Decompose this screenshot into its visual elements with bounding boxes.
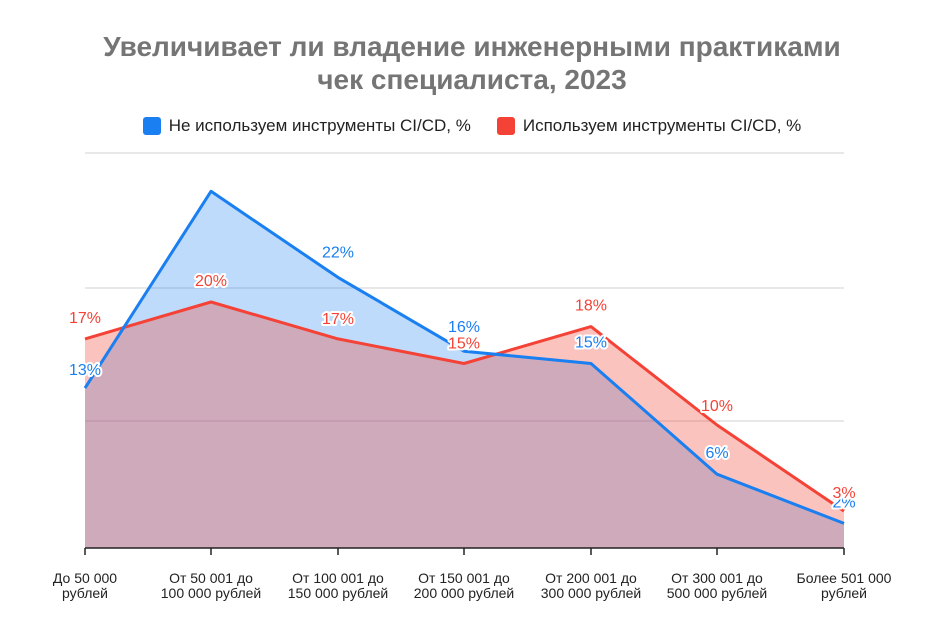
legend-label-no-cicd: Не используем инструменты CI/CD, %	[168, 116, 471, 135]
legend-label-cicd: Используем инструменты CI/CD, %	[522, 116, 802, 135]
x-tick-label-4-1: 300 000 рублей	[541, 585, 641, 601]
line-series-1	[84, 300, 845, 513]
area-series-0	[85, 191, 844, 549]
x-tick-label-4-0: От 200 001 до	[545, 570, 637, 586]
x-tick-label-6-1: рублей	[821, 585, 867, 601]
legend-swatch-cicd	[496, 117, 515, 135]
data-label-series-0-6: 2%	[832, 494, 855, 511]
x-tick-label-0-0: До 50 000	[53, 570, 117, 586]
legend-swatch-no-cicd	[142, 117, 161, 135]
data-label-series-0-5: 6%	[705, 445, 728, 462]
data-label-series-1-1: 20%	[195, 273, 227, 290]
x-tick-label-6-0: Более 501 000	[797, 570, 892, 586]
x-tick-label-3-1: 200 000 рублей	[414, 585, 514, 601]
legend-item-cicd: Используем инструменты CI/CD, %	[496, 116, 802, 136]
x-tick-label-1-1: 100 000 рублей	[161, 585, 261, 601]
x-tick-label-5-1: 500 000 рублей	[667, 585, 767, 601]
area-series-1	[85, 302, 844, 548]
data-label-series-0-0: 13%	[69, 362, 101, 379]
x-tick-label-0-1: рублей	[62, 585, 108, 601]
data-label-series-1-5: 10%	[701, 398, 733, 415]
data-label-series-1-4: 18%	[575, 298, 607, 315]
data-label-series-1-3: 15%	[448, 336, 480, 353]
legend: Не используем инструменты CI/CD, % Испол…	[0, 116, 944, 136]
data-label-series-0-4: 15%	[575, 335, 607, 352]
line-series-0	[83, 189, 845, 525]
data-label-series-1-2: 17%	[322, 311, 354, 328]
x-tick-label-2-1: 150 000 рублей	[288, 585, 388, 601]
chart-title-line1: Увеличивает ли владение инженерными прак…	[103, 31, 841, 62]
x-tick-label-3-0: От 150 001 до	[418, 570, 510, 586]
legend-item-no-cicd: Не используем инструменты CI/CD, %	[142, 116, 471, 136]
data-label-series-1-0: 17%	[69, 310, 101, 327]
chart-title-line2: чек специалиста, 2023	[317, 64, 627, 95]
chart-title: Увеличивает ли владение инженерными прак…	[0, 30, 944, 96]
x-tick-label-1-0: От 50 001 до	[169, 570, 253, 586]
x-tick-label-5-0: От 300 001 до	[671, 570, 763, 586]
x-tick-label-2-0: От 100 001 до	[292, 570, 384, 586]
data-label-series-0-3: 16%	[448, 319, 480, 336]
data-label-series-0-2: 22%	[322, 244, 354, 261]
data-label-series-1-6: 3%	[832, 485, 855, 502]
